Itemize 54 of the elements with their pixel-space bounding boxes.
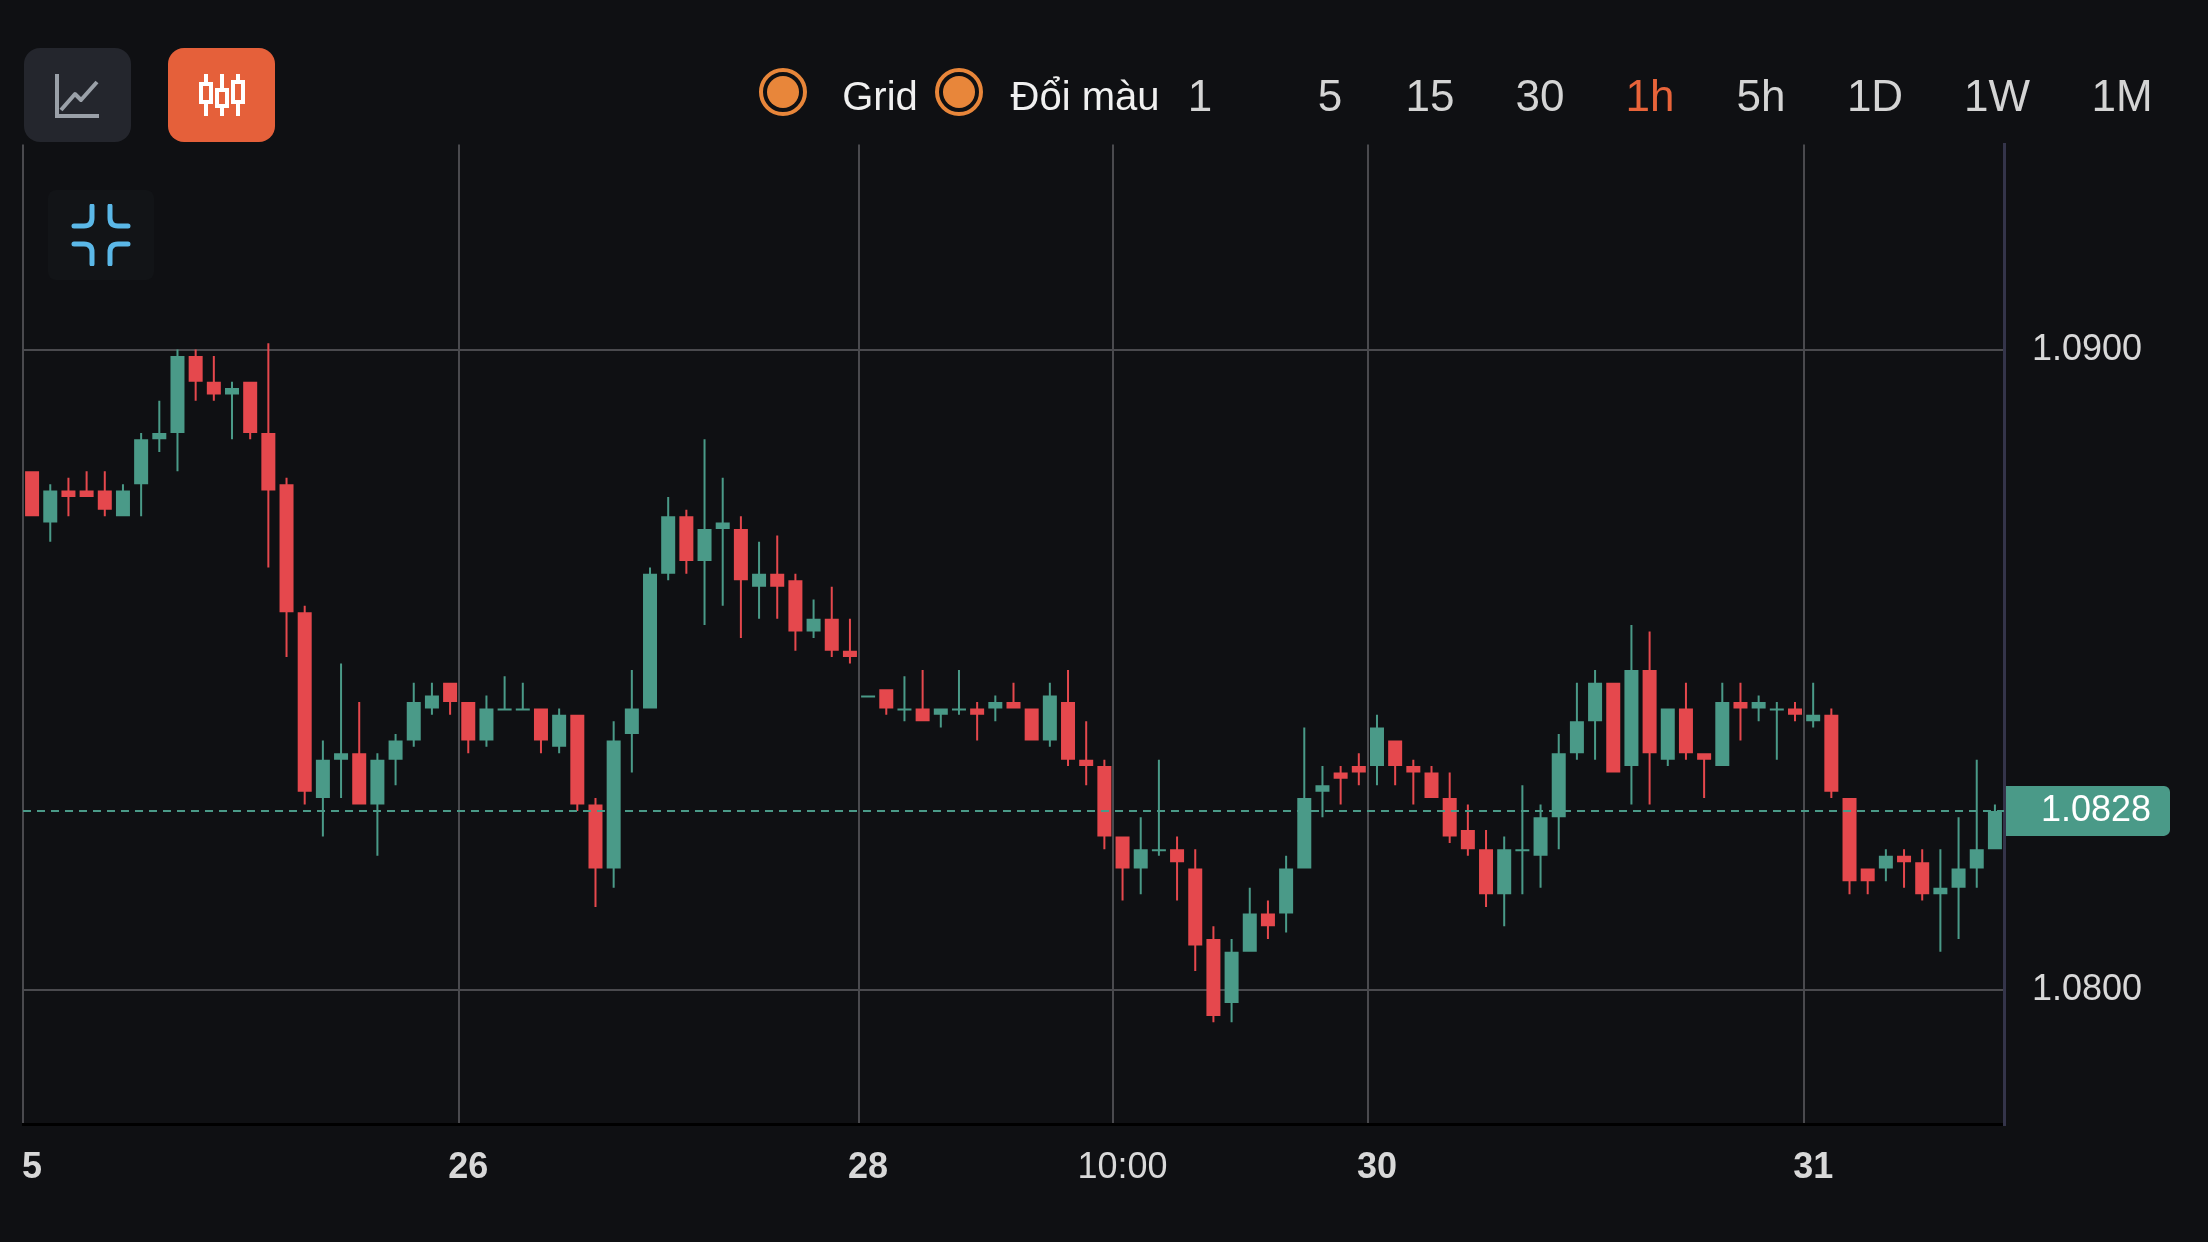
- candlestick: [1951, 817, 1966, 940]
- y-tick-label: 1.0800: [2032, 967, 2143, 1009]
- candlestick: [1697, 753, 1712, 799]
- candlestick: [1733, 682, 1748, 741]
- y-tick-label: 1.0900: [2032, 326, 2143, 368]
- text: 30: [1511, 71, 1569, 121]
- text: 15: [1401, 71, 1459, 121]
- candlestick: [915, 669, 930, 722]
- candlestick: [951, 669, 966, 715]
- text: 1W: [1960, 71, 2034, 121]
- candlestick: [1806, 682, 1821, 728]
- candlestick: [1133, 817, 1148, 895]
- candlestick: [1788, 701, 1802, 722]
- candlestick: [1170, 836, 1185, 901]
- candlestick: [334, 663, 349, 799]
- candlestick: [1769, 701, 1784, 760]
- candlestick: [770, 535, 785, 619]
- x-tick-label: 10:00: [1077, 1145, 1168, 1187]
- text: 1M: [2087, 71, 2157, 121]
- candlestick: [388, 734, 403, 786]
- candlestick: [897, 676, 912, 722]
- candlestick: [970, 701, 985, 741]
- candlestick: [1933, 849, 1948, 952]
- text: Grid: [842, 73, 918, 119]
- candlestick: [1388, 740, 1403, 786]
- text: 5: [1313, 71, 1347, 121]
- candlestick: [152, 400, 167, 453]
- candlestick: [225, 381, 240, 440]
- x-tick-label: 30: [1356, 1145, 1398, 1187]
- x-tick-label: 5: [22, 1145, 43, 1187]
- text: 1h: [1621, 71, 1679, 121]
- candlestick: [188, 349, 203, 401]
- text: 1D: [1842, 71, 1908, 121]
- candlestick: [624, 669, 639, 773]
- candlestick: [1333, 766, 1348, 805]
- candlestick: [697, 439, 712, 626]
- text: 5h: [1732, 71, 1790, 121]
- candlestick: [933, 708, 948, 728]
- candlestick: [1079, 721, 1094, 786]
- candlestick: [1897, 849, 1912, 888]
- x-tick-label: 31: [1793, 1145, 1834, 1187]
- text: 1: [1183, 71, 1217, 121]
- candlestick: [1878, 849, 1893, 882]
- candlestick: [261, 343, 276, 568]
- candlestick: [752, 541, 767, 619]
- candlestick: [861, 695, 876, 698]
- candlestick: [1260, 900, 1275, 940]
- candlestick: [842, 618, 857, 664]
- candlestick: [715, 477, 730, 606]
- candlestick: [1315, 766, 1330, 818]
- text: Đổi màu: [1010, 73, 1160, 119]
- x-tick-label: 26: [448, 1145, 489, 1187]
- ref-line-label: 1.0828: [2040, 787, 2152, 829]
- x-tick-label: 28: [848, 1145, 889, 1187]
